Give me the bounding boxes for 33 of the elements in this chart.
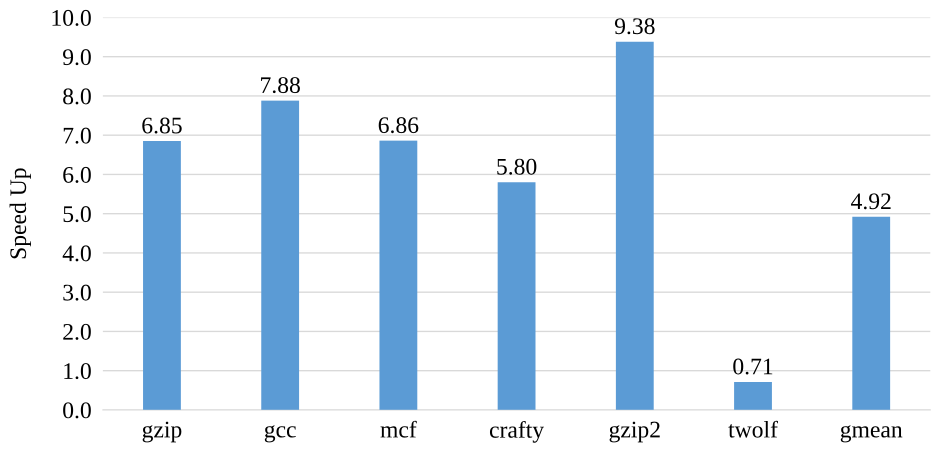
y-tick-label: 6.0 — [63, 166, 91, 183]
x-tick-label: gmean — [840, 425, 902, 442]
x-tick-label: gzip — [142, 422, 182, 442]
data-label: 9.38 — [614, 18, 655, 34]
data-label: 6.86 — [378, 117, 418, 134]
data-label: 4.92 — [851, 193, 891, 210]
y-axis-title: Speed Up — [10, 168, 31, 258]
x-tick-label: twolf — [728, 420, 778, 438]
y-tick-label: 10.0 — [52, 10, 91, 26]
y-tick-label: 2.0 — [63, 324, 91, 340]
data-label: 7.88 — [261, 77, 300, 94]
bar — [852, 216, 890, 410]
y-tick-label: 0.0 — [63, 402, 91, 418]
bar — [261, 100, 300, 410]
bar — [379, 140, 418, 410]
y-tick-label: 4.0 — [62, 245, 91, 262]
y-tick-label: 3.0 — [63, 284, 91, 301]
bar — [734, 382, 772, 410]
y-tick-label: 5.0 — [64, 206, 91, 222]
bar — [616, 42, 654, 410]
data-label: 0.71 — [733, 358, 772, 375]
bar — [143, 141, 181, 410]
x-tick-label: crafty — [490, 421, 544, 443]
x-tick-label: mcf — [380, 420, 417, 438]
data-label: 6.85 — [142, 118, 182, 134]
x-tick-label: gzip2 — [610, 422, 660, 442]
x-tick-label: gcc — [264, 425, 296, 442]
y-tick-label: 8.0 — [63, 88, 91, 104]
y-tick-label: 7.0 — [64, 128, 91, 144]
data-label: 5.80 — [497, 158, 536, 175]
y-tick-label: 9.0 — [62, 49, 91, 66]
y-tick-label: 1.0 — [64, 363, 91, 380]
bar — [498, 182, 536, 410]
